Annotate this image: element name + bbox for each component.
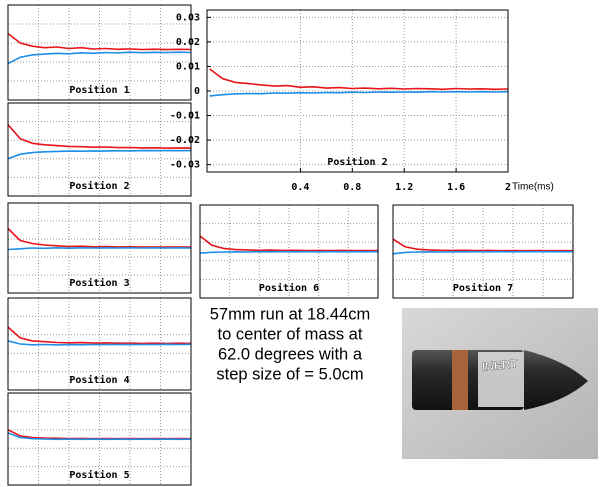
series-line xyxy=(7,432,192,441)
chart: 0.03 0.02 0.01 0 -0.01 -0.02 -0.03 0.4 0.8 1.2 1.6… xyxy=(170,9,554,193)
series-line xyxy=(7,326,192,345)
chart-title: Position 4 xyxy=(69,374,129,386)
series-line xyxy=(7,149,192,160)
x-tick-label: 2 xyxy=(505,182,511,193)
y-tick-label: 0.02 xyxy=(176,37,200,48)
chart: Position 5 xyxy=(7,392,192,486)
chart-title: Position 6 xyxy=(259,282,319,294)
caption-line: to center of mass at xyxy=(218,325,363,343)
shell-nose xyxy=(524,350,588,410)
y-tick-label: 0 xyxy=(194,86,200,97)
tape xyxy=(478,352,524,407)
chart: Position 6 xyxy=(199,204,379,299)
chart: Position 2 xyxy=(7,102,192,197)
series-line xyxy=(392,250,574,255)
chart-title: Position 3 xyxy=(69,277,129,289)
x-tick-label: 0.8 xyxy=(343,182,361,193)
series-line xyxy=(7,340,192,346)
plot-frame xyxy=(7,392,192,486)
series-line xyxy=(209,68,509,91)
series-line xyxy=(7,227,192,248)
series-line xyxy=(199,235,378,252)
chart-title: Position 2 xyxy=(327,156,387,168)
series-line xyxy=(7,246,192,251)
plot-frame xyxy=(392,204,574,299)
x-tick-label: 1.2 xyxy=(395,182,413,193)
y-tick-label: -0.01 xyxy=(170,111,200,122)
plot-frame xyxy=(7,202,192,294)
x-tick-label: 0.4 xyxy=(291,182,309,193)
caption-line: step size of = 5.0cm xyxy=(216,365,363,383)
photo: INERT xyxy=(402,308,598,459)
series-line xyxy=(199,250,379,254)
copper-band xyxy=(452,350,468,410)
y-tick-label: 0.03 xyxy=(176,12,200,23)
chart: Position 7 xyxy=(392,204,574,299)
chart: Position 3 xyxy=(7,202,192,294)
series-line xyxy=(209,90,509,97)
series-line xyxy=(7,51,192,65)
y-tick-label: 0.01 xyxy=(176,61,200,72)
chart-title: Position 1 xyxy=(69,84,129,96)
x-axis-label: Time(ms) xyxy=(512,182,554,193)
chart-title: Position 5 xyxy=(69,469,129,481)
chart-title: Position 7 xyxy=(453,282,513,294)
x-tick-label: 1.6 xyxy=(447,182,465,193)
caption-line: 62.0 degrees with a xyxy=(218,345,363,363)
series-line xyxy=(7,124,192,149)
plot-frame xyxy=(7,297,192,391)
caption: 57mm run at 18.44cm to center of mass at… xyxy=(210,305,371,383)
plot-frame xyxy=(7,4,192,101)
chart: Position 4 xyxy=(7,297,192,391)
series-line xyxy=(7,32,192,51)
plot-frame xyxy=(199,204,379,299)
chart-title: Position 2 xyxy=(69,180,129,192)
photo-label: INERT xyxy=(481,356,519,374)
y-tick-label: -0.02 xyxy=(170,135,200,146)
plot-frame xyxy=(7,102,192,197)
y-tick-label: -0.03 xyxy=(170,160,200,171)
caption-line: 57mm run at 18.44cm xyxy=(210,305,371,323)
series-line xyxy=(392,238,573,252)
chart: Position 1 xyxy=(7,4,192,101)
